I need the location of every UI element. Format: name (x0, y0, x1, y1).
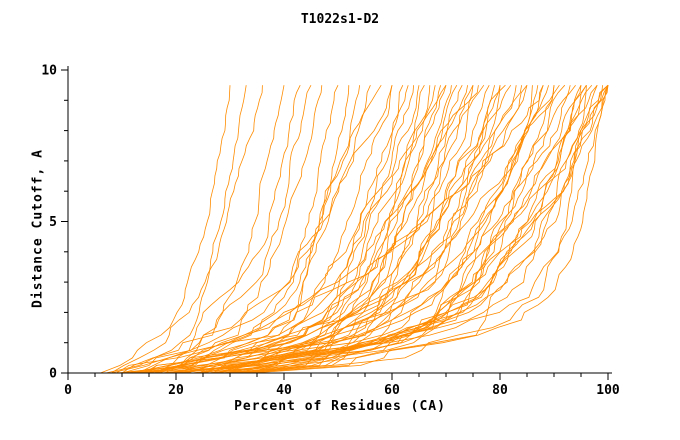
model-gdt-curve (170, 85, 458, 374)
model-gdt-curve (154, 85, 420, 374)
model-gdt-curve (165, 84, 587, 374)
model-gdt-curve (138, 84, 382, 374)
x-tick-label: 60 (384, 383, 400, 398)
model-gdt-curve (219, 85, 609, 374)
model-gdt-curve (105, 85, 247, 374)
model-gdt-curve (251, 85, 609, 374)
model-gdt-curve (181, 85, 479, 374)
model-gdt-curve (116, 85, 301, 374)
model-gdt-curve (138, 85, 582, 374)
model-gdt-curve (132, 84, 447, 374)
model-gdt-curve (175, 85, 463, 374)
model-gdt-curve (229, 85, 598, 374)
model-gdt-curve (148, 85, 555, 374)
model-gdt-curve (175, 84, 609, 374)
model-gdt-curve (246, 84, 609, 374)
model-gdt-curve (154, 85, 544, 374)
model-gdt-curve (111, 85, 285, 374)
model-gdt-curve (159, 85, 431, 374)
model-gdt-curve (116, 85, 474, 374)
y-axis-label: Distance Cutoff, A (30, 149, 46, 308)
model-gdt-curve (246, 85, 603, 374)
model-gdt-curve (197, 84, 506, 374)
chart-title: T1022s1-D2 (300, 12, 380, 27)
model-gdt-curve (143, 85, 393, 374)
x-tick-label: 80 (492, 383, 508, 398)
model-gdt-curve (159, 85, 436, 374)
model-gdt-curve (110, 85, 263, 374)
x-tick-label: 20 (168, 383, 184, 398)
model-gdt-curve (100, 85, 231, 374)
model-gdt-curve (192, 85, 495, 374)
model-gdt-curve (143, 85, 501, 374)
model-gdt-curve (121, 85, 393, 374)
y-tick-label: 10 (41, 64, 57, 79)
x-tick-label: 40 (276, 383, 292, 398)
model-gdt-curve (213, 85, 544, 374)
model-gdt-curve (148, 85, 414, 374)
model-gdt-curve (132, 85, 360, 374)
model-gdt-curve (138, 85, 371, 374)
y-tick-label: 0 (49, 367, 57, 382)
model-gdt-curve (224, 84, 566, 374)
y-tick-label: 5 (49, 215, 57, 230)
x-tick-label: 0 (64, 383, 72, 398)
model-gdt-curve (240, 85, 609, 374)
model-gdt-curve (240, 84, 598, 374)
x-axis-label: Percent of Residues (CA) (234, 399, 446, 414)
model-gdt-curve (256, 85, 609, 374)
model-gdt-curve (202, 85, 517, 374)
model-gdt-curve (208, 85, 587, 374)
model-gdt-curve (148, 85, 409, 374)
model-gdt-curve (127, 85, 339, 374)
model-gdt-curve (127, 84, 528, 374)
model-gdt-curve (202, 85, 522, 374)
model-gdt-curve (208, 85, 528, 374)
model-gdt-curve (121, 85, 312, 374)
model-gdt-curve (154, 85, 425, 374)
x-tick-label: 100 (596, 383, 620, 398)
